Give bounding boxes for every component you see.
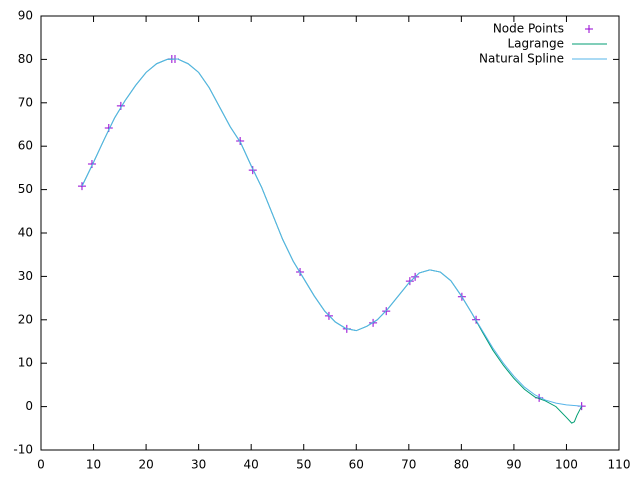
node-point bbox=[77, 182, 86, 191]
curve bbox=[81, 58, 582, 407]
legend-label: Node Points bbox=[493, 22, 564, 36]
x-tick-label: 100 bbox=[555, 458, 578, 472]
node-point bbox=[405, 277, 414, 286]
curve bbox=[81, 58, 583, 424]
y-tick-label: -10 bbox=[13, 443, 33, 457]
x-tick-label: 30 bbox=[191, 458, 206, 472]
x-tick-label: 50 bbox=[296, 458, 311, 472]
y-tick-label: 70 bbox=[18, 95, 33, 109]
y-tick-label: 40 bbox=[18, 226, 33, 240]
x-tick-label: 10 bbox=[86, 458, 101, 472]
legend-label: Natural Spline bbox=[479, 52, 564, 66]
x-tick-label: 0 bbox=[37, 458, 45, 472]
legend-marker bbox=[585, 25, 593, 33]
y-tick-label: 10 bbox=[18, 356, 33, 370]
node-point bbox=[236, 136, 245, 145]
y-tick-label: 50 bbox=[18, 182, 33, 196]
plot-border bbox=[40, 15, 620, 451]
x-tick-label: 70 bbox=[401, 458, 416, 472]
y-tick-label: 20 bbox=[18, 312, 33, 326]
y-tick-label: 30 bbox=[18, 269, 33, 283]
y-tick-label: 90 bbox=[18, 9, 33, 23]
x-tick-label: 80 bbox=[454, 458, 469, 472]
legend-label: Lagrange bbox=[507, 37, 564, 51]
y-tick-label: 60 bbox=[18, 139, 33, 153]
y-tick-label: 80 bbox=[18, 52, 33, 66]
y-tick-label: 0 bbox=[25, 399, 33, 413]
x-tick-label: 90 bbox=[506, 458, 521, 472]
x-tick-label: 60 bbox=[349, 458, 364, 472]
x-tick-label: 110 bbox=[608, 458, 631, 472]
x-tick-label: 20 bbox=[138, 458, 153, 472]
node-point bbox=[87, 159, 96, 168]
x-tick-label: 40 bbox=[244, 458, 259, 472]
